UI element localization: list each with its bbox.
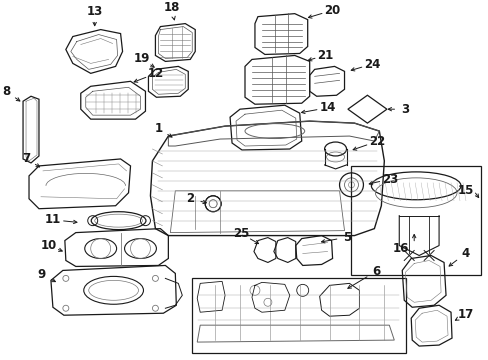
Text: 7: 7 xyxy=(22,152,30,165)
Text: 20: 20 xyxy=(324,4,340,17)
Text: 1: 1 xyxy=(154,122,163,135)
Text: 10: 10 xyxy=(41,239,57,252)
Text: 8: 8 xyxy=(2,85,11,98)
Text: 18: 18 xyxy=(163,1,179,14)
Text: 16: 16 xyxy=(392,242,408,255)
Text: 22: 22 xyxy=(368,135,384,148)
Text: 9: 9 xyxy=(38,268,46,281)
Text: 17: 17 xyxy=(457,308,473,321)
Text: 12: 12 xyxy=(147,67,163,80)
Text: 13: 13 xyxy=(86,5,102,18)
Text: 5: 5 xyxy=(343,231,351,244)
Text: 2: 2 xyxy=(186,192,194,205)
Text: 11: 11 xyxy=(45,213,61,226)
Text: 19: 19 xyxy=(133,53,150,66)
Text: 4: 4 xyxy=(460,247,468,260)
Text: 24: 24 xyxy=(363,58,380,71)
Text: 23: 23 xyxy=(381,172,397,185)
Text: 15: 15 xyxy=(457,184,473,197)
Bar xyxy=(351,166,480,275)
Bar xyxy=(192,278,406,353)
Text: 6: 6 xyxy=(371,265,380,278)
Text: 21: 21 xyxy=(317,49,333,62)
Text: 25: 25 xyxy=(232,227,249,240)
Text: 14: 14 xyxy=(319,101,335,114)
Text: 3: 3 xyxy=(400,103,408,116)
